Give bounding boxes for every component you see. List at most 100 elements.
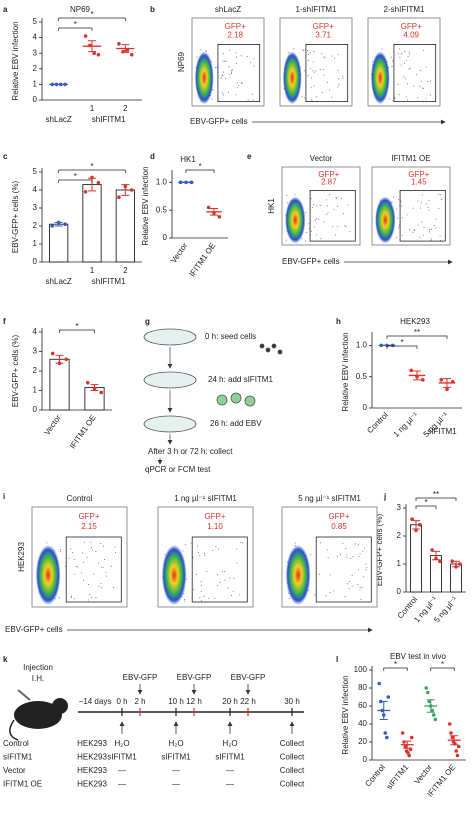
flow-event (318, 573, 320, 575)
flow-event (417, 97, 419, 99)
flow-event (214, 67, 216, 69)
flow-density (194, 51, 214, 105)
significance-label: * (75, 322, 78, 331)
data-point (447, 722, 452, 726)
flow-event (420, 70, 422, 72)
flow-event (316, 96, 318, 98)
flow-event (249, 62, 251, 64)
y-tick-label: 0.5 (156, 205, 168, 214)
data-point (59, 82, 63, 87)
data-point (206, 205, 211, 210)
significance-bracket (430, 667, 455, 671)
flow-title: 1 ng µl⁻¹ sIFITM1 (174, 494, 237, 503)
flow-event (65, 565, 67, 567)
flow-event (359, 553, 361, 555)
data-point (430, 548, 434, 552)
flow-event (429, 94, 431, 96)
data-point (428, 704, 433, 708)
gate-label: GFP+ (328, 512, 349, 521)
significance-label: * (394, 660, 397, 669)
flow-density (285, 196, 306, 244)
significance-bracket (415, 505, 437, 509)
panel-letter: e (247, 152, 252, 161)
flow-event (59, 550, 61, 552)
panel-letter: c (3, 152, 8, 161)
flow-event (219, 581, 221, 583)
flow-event (77, 566, 79, 568)
x-tick-label: Vector (169, 241, 190, 265)
flow-event (286, 194, 288, 196)
y-tick-label: 5 (33, 167, 38, 176)
y-tick-label: 0 (397, 587, 402, 596)
row-cell: sIFITM1 (215, 753, 245, 762)
panel-letter: a (3, 5, 8, 14)
data-point (92, 386, 97, 391)
data-point (99, 390, 104, 395)
panel-letter: l (336, 655, 338, 664)
flow-event (423, 49, 425, 51)
data-point (212, 211, 216, 215)
flow-event (217, 584, 219, 586)
flow-event (222, 53, 224, 55)
y-axis-label: Relative EBV infection (341, 675, 350, 754)
flow-event (46, 542, 48, 544)
flow-event (335, 196, 337, 198)
flow-density (161, 545, 187, 605)
x-tick-label: 1 (90, 266, 95, 275)
flow-event (396, 208, 398, 210)
flow-event (358, 555, 360, 557)
flow-event (396, 236, 398, 238)
flow-event (338, 84, 340, 86)
flow-event (428, 200, 430, 202)
data-point (378, 699, 383, 704)
flow-event (74, 559, 76, 561)
y-tick-label: 1 (33, 239, 38, 248)
flow-event (365, 569, 367, 571)
flow-event (304, 240, 306, 242)
flow-event (195, 574, 197, 576)
flow-event (329, 89, 331, 91)
gate-label: GFP+ (225, 22, 246, 31)
data-point (455, 753, 460, 758)
flow-event (310, 230, 312, 232)
flow-event (294, 194, 296, 196)
flow-event (190, 542, 192, 544)
flow-event (404, 51, 406, 53)
data-point (409, 735, 414, 740)
bar (115, 189, 135, 263)
flow-event (70, 596, 72, 598)
data-point (129, 188, 134, 192)
flow-event (100, 587, 102, 589)
panel-letter: g (145, 317, 150, 326)
data-point (56, 220, 61, 225)
flow-event (221, 571, 223, 573)
flow-event (308, 223, 310, 225)
y-axis-label: HEK293 (17, 542, 26, 572)
flow-event (83, 580, 85, 582)
flow-event (214, 597, 216, 599)
flow-gate (315, 536, 372, 603)
significance-label: * (198, 162, 201, 171)
y-tick-label: 60 (358, 701, 367, 710)
flow-event (235, 52, 237, 54)
flow-event (348, 588, 350, 590)
flow-event (438, 193, 440, 195)
flow-event (414, 229, 416, 231)
gate-percent: 2.15 (81, 522, 97, 531)
data-point (454, 749, 458, 753)
flow-event (216, 574, 218, 576)
flow-event (301, 238, 303, 240)
data-point (450, 559, 454, 563)
panel-letter: j (383, 492, 386, 501)
flow-event (293, 48, 295, 50)
flow-density (35, 545, 61, 605)
flow-event (331, 96, 333, 98)
flow-event (224, 579, 226, 581)
flow-event (400, 200, 402, 202)
flow-event (406, 214, 408, 216)
flow-event (349, 231, 351, 233)
flow-event (394, 97, 396, 99)
flow-event (435, 218, 437, 220)
group-label: shIFITM1 (92, 115, 126, 124)
flow-event (399, 48, 401, 50)
